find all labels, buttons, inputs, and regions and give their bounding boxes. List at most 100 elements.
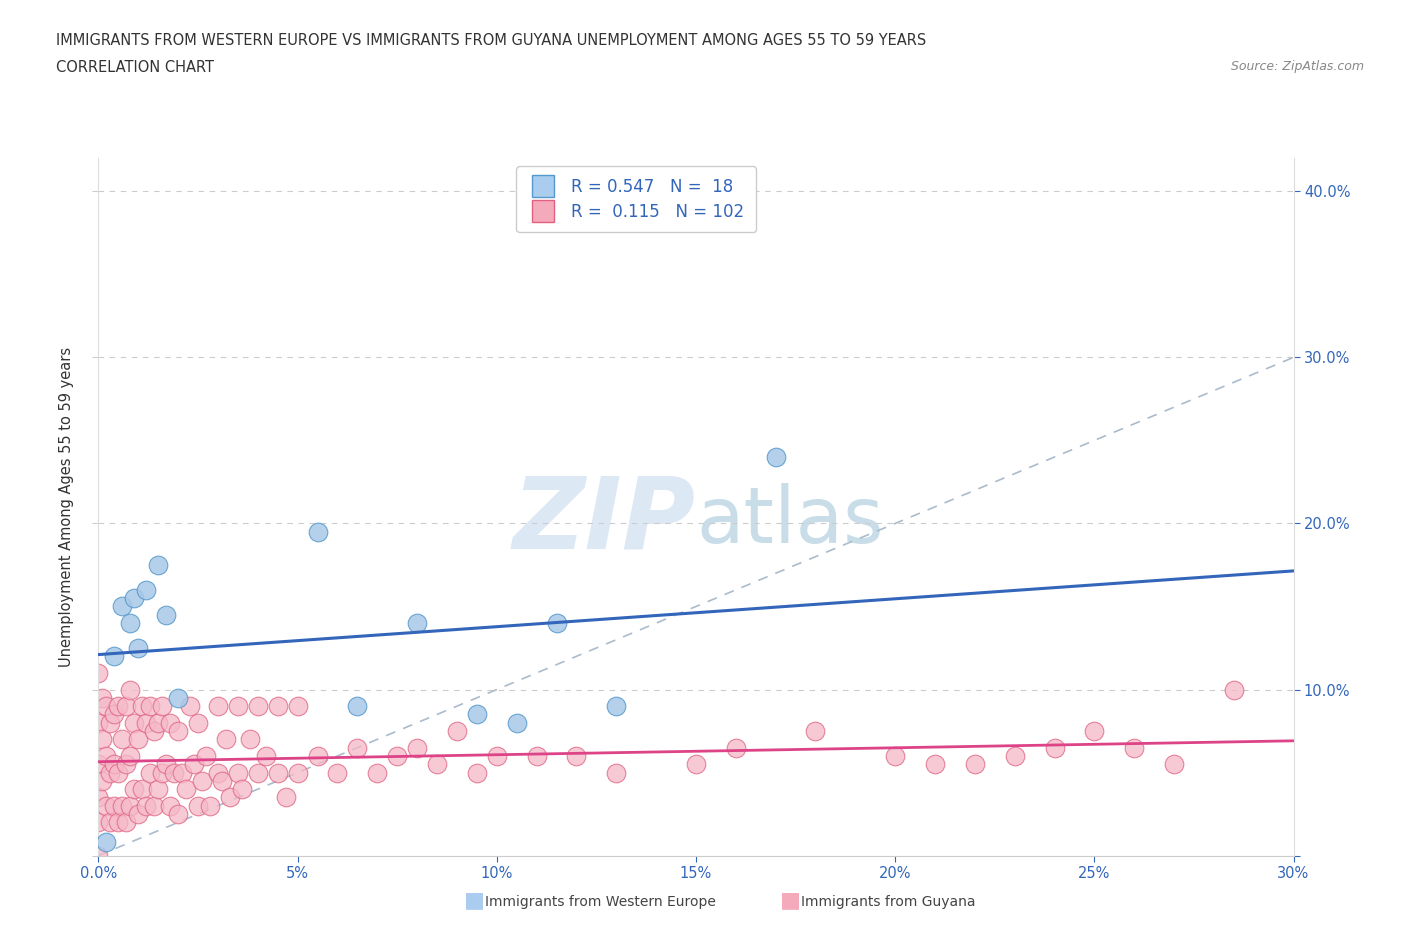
Point <box>167 806 190 821</box>
Point <box>120 749 142 764</box>
Point <box>195 749 218 764</box>
Point <box>485 749 508 764</box>
Point <box>174 782 197 797</box>
Point <box>96 749 118 764</box>
Point <box>143 724 166 738</box>
Text: CORRELATION CHART: CORRELATION CHART <box>56 60 214 75</box>
Point <box>139 765 162 780</box>
Point <box>87 715 110 730</box>
Point <box>219 790 242 805</box>
Point <box>115 698 138 713</box>
Point <box>307 525 329 539</box>
Text: Source: ZipAtlas.com: Source: ZipAtlas.com <box>1230 60 1364 73</box>
Point <box>155 607 177 622</box>
Point <box>87 666 110 681</box>
Point <box>103 798 125 813</box>
Point <box>346 740 368 755</box>
Point <box>115 815 138 830</box>
Point <box>546 616 568 631</box>
Point <box>139 698 162 713</box>
Point <box>124 782 146 797</box>
Point <box>87 790 110 805</box>
Point <box>239 732 262 747</box>
Point <box>111 732 134 747</box>
Point <box>191 774 214 789</box>
Point <box>159 798 181 813</box>
Point <box>179 698 201 713</box>
Point <box>167 724 190 738</box>
Point <box>326 765 349 780</box>
Point <box>103 757 125 772</box>
Point <box>211 774 233 789</box>
Point <box>724 740 747 755</box>
Point <box>385 749 409 764</box>
Point <box>1222 682 1246 697</box>
Point <box>246 698 269 713</box>
Point <box>131 782 153 797</box>
Point <box>150 698 173 713</box>
Point <box>207 698 229 713</box>
Point <box>131 698 153 713</box>
Point <box>187 798 209 813</box>
Point <box>183 757 205 772</box>
Point <box>765 449 787 464</box>
Point <box>366 765 388 780</box>
Text: ZIP: ZIP <box>513 472 696 569</box>
Point <box>215 732 238 747</box>
Point <box>127 641 149 656</box>
Point <box>103 649 125 664</box>
Point <box>267 698 290 713</box>
Point <box>605 698 627 713</box>
Point <box>100 765 122 780</box>
Point <box>124 715 146 730</box>
Y-axis label: Unemployment Among Ages 55 to 59 years: Unemployment Among Ages 55 to 59 years <box>59 347 75 667</box>
Point <box>135 582 157 597</box>
Point <box>167 690 190 705</box>
Point <box>163 765 186 780</box>
Point <box>159 715 181 730</box>
Point <box>346 698 368 713</box>
Point <box>111 599 134 614</box>
Point <box>135 715 157 730</box>
Point <box>307 749 329 764</box>
Point <box>155 757 177 772</box>
Point <box>963 757 986 772</box>
Point <box>150 765 173 780</box>
Point <box>1083 724 1105 738</box>
Point <box>506 715 529 730</box>
Point <box>207 765 229 780</box>
Point <box>605 765 627 780</box>
Text: ■: ■ <box>780 890 801 910</box>
Point <box>526 749 548 764</box>
Text: Immigrants from Guyana: Immigrants from Guyana <box>801 895 976 910</box>
Point <box>127 732 149 747</box>
Point <box>148 715 170 730</box>
Point <box>103 707 125 722</box>
Point <box>287 698 309 713</box>
Point <box>96 698 118 713</box>
Point <box>1004 749 1026 764</box>
Point <box>226 765 249 780</box>
Point <box>100 715 122 730</box>
Point <box>124 591 146 605</box>
Point <box>426 757 449 772</box>
Point <box>148 558 170 573</box>
Point <box>884 749 907 764</box>
Point <box>172 765 194 780</box>
Point <box>107 815 129 830</box>
Point <box>87 815 110 830</box>
Point <box>1163 757 1185 772</box>
Point <box>120 798 142 813</box>
Point <box>226 698 249 713</box>
Point <box>120 616 142 631</box>
Point <box>148 782 170 797</box>
Point <box>111 798 134 813</box>
Point <box>804 724 827 738</box>
Point <box>115 757 138 772</box>
Point <box>246 765 269 780</box>
Point <box>1043 740 1066 755</box>
Point <box>143 798 166 813</box>
Point <box>406 616 429 631</box>
Point <box>465 707 488 722</box>
Point <box>254 749 277 764</box>
